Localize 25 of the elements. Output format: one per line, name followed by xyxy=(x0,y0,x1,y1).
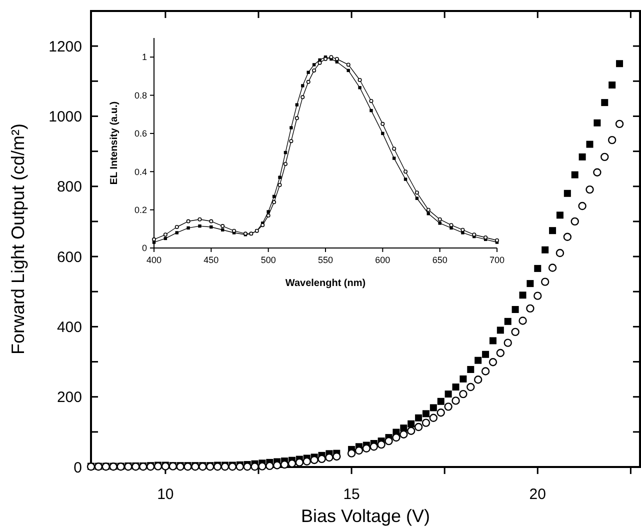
x-tick-label: 650 xyxy=(432,255,448,265)
x-axis-title: Bias Voltage (V) xyxy=(300,506,430,526)
y-tick-label: 200 xyxy=(56,389,82,406)
y-axis-title: Forward Light Output (cd/m²) xyxy=(8,123,28,355)
x-tick-label: 10 xyxy=(157,486,174,503)
y-tick-label: 0.4 xyxy=(134,166,147,177)
y-axis-title: EL Intensity (a.u.) xyxy=(109,101,120,185)
y-tick-label: 0.8 xyxy=(134,90,147,100)
y-tick-label: 1000 xyxy=(48,108,82,126)
x-tick-label: 600 xyxy=(375,255,390,265)
y-tick-label: 1 xyxy=(142,52,147,62)
x-tick-label: 450 xyxy=(204,255,219,265)
y-tick-label: 0.6 xyxy=(134,128,147,139)
y-tick-label: 0 xyxy=(74,459,82,476)
x-tick-label: 20 xyxy=(529,486,546,503)
x-tick-label: 15 xyxy=(343,486,360,503)
x-tick-label: 550 xyxy=(318,255,334,265)
x-axis-title: Wavelenght (nm) xyxy=(285,278,366,289)
y-tick-label: 0.2 xyxy=(134,204,147,215)
y-tick-label: 800 xyxy=(56,178,82,196)
y-tick-label: 400 xyxy=(56,318,82,336)
x-tick-label: 700 xyxy=(489,255,505,265)
y-tick-label: 1200 xyxy=(48,38,82,56)
y-tick-label: 0 xyxy=(142,243,147,254)
x-tick-label: 500 xyxy=(260,255,276,265)
